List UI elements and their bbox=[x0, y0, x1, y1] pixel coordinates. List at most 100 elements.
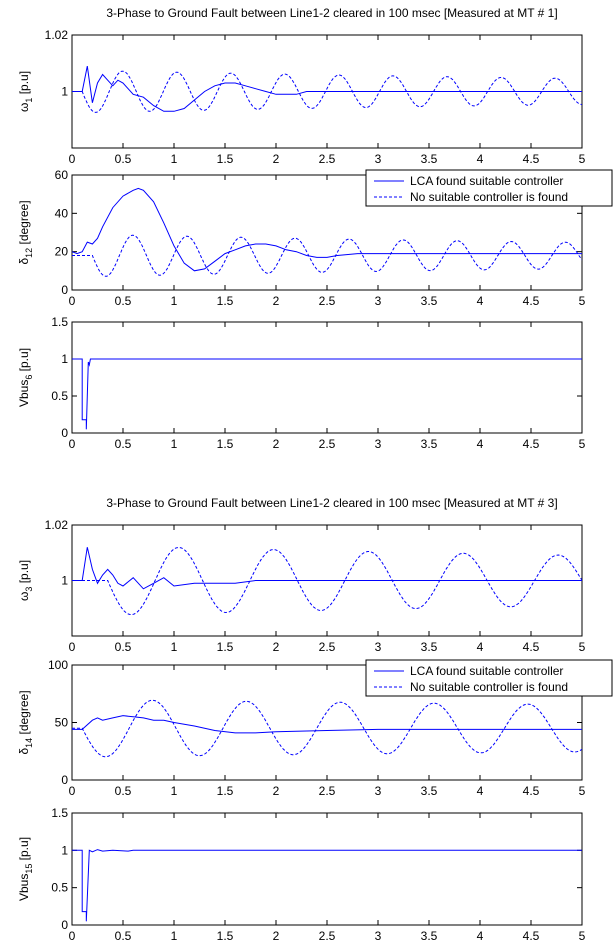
x-tick-label: 0.5 bbox=[115, 152, 132, 166]
x-tick-label: 4 bbox=[477, 640, 484, 654]
y-tick-label: 1 bbox=[61, 843, 68, 857]
x-tick-label: 2.5 bbox=[319, 152, 336, 166]
legend-label-solid: LCA found suitable controller bbox=[410, 664, 563, 678]
x-tick-label: 2.5 bbox=[319, 640, 336, 654]
y-tick-label: 50 bbox=[55, 716, 69, 730]
x-tick-label: 3.5 bbox=[421, 929, 438, 943]
x-tick-label: 0 bbox=[69, 640, 76, 654]
y-tick-label: 1 bbox=[61, 352, 68, 366]
y-tick-label: 1 bbox=[61, 574, 68, 588]
y-tick-label: 0.5 bbox=[51, 881, 68, 895]
x-tick-label: 2.5 bbox=[319, 929, 336, 943]
x-tick-label: 3 bbox=[375, 929, 382, 943]
x-tick-label: 4.5 bbox=[523, 640, 540, 654]
x-tick-label: 1 bbox=[171, 929, 178, 943]
x-tick-label: 2 bbox=[273, 929, 280, 943]
x-tick-label: 1 bbox=[171, 784, 178, 798]
x-tick-label: 1.5 bbox=[217, 294, 234, 308]
x-tick-label: 4 bbox=[477, 929, 484, 943]
chart-title: 3-Phase to Ground Fault between Line1-2 … bbox=[106, 6, 557, 20]
legend-label-dashed: No suitable controller is found bbox=[410, 190, 568, 204]
x-tick-label: 1 bbox=[171, 640, 178, 654]
x-tick-label: 3 bbox=[375, 152, 382, 166]
x-tick-label: 3.5 bbox=[421, 784, 438, 798]
y-tick-label: 0.5 bbox=[51, 389, 68, 403]
legend-box bbox=[365, 659, 613, 697]
x-tick-label: 2 bbox=[273, 784, 280, 798]
series-line-no-controller bbox=[72, 699, 582, 758]
y-tick-label: 0 bbox=[61, 426, 68, 440]
y-axis-label: Vbus15 [p.u] bbox=[17, 837, 34, 901]
x-tick-label: 1.5 bbox=[217, 437, 234, 451]
x-tick-label: 1 bbox=[171, 437, 178, 451]
x-tick-label: 2 bbox=[273, 152, 280, 166]
y-tick-label: 60 bbox=[55, 168, 69, 182]
legend-label-solid: LCA found suitable controller bbox=[410, 174, 563, 188]
x-tick-label: 4.5 bbox=[523, 294, 540, 308]
series-line-lca bbox=[72, 849, 582, 922]
series-line-lca bbox=[72, 358, 582, 430]
y-axis-label: ω3 [p.u] bbox=[17, 560, 34, 601]
x-tick-label: 1.5 bbox=[217, 640, 234, 654]
x-tick-label: 4 bbox=[477, 152, 484, 166]
x-tick-label: 2 bbox=[273, 640, 280, 654]
series-line-no-controller bbox=[72, 70, 582, 113]
x-tick-label: 0 bbox=[69, 437, 76, 451]
y-axis-label: δ12 [degree] bbox=[17, 200, 34, 264]
x-tick-label: 3.5 bbox=[421, 294, 438, 308]
x-tick-label: 0 bbox=[69, 294, 76, 308]
x-tick-label: 0.5 bbox=[115, 929, 132, 943]
x-tick-label: 5 bbox=[579, 640, 586, 654]
x-tick-label: 0 bbox=[69, 784, 76, 798]
x-tick-label: 1 bbox=[171, 294, 178, 308]
y-axis-label: Vbus6 [p.u] bbox=[17, 348, 34, 407]
x-tick-label: 3.5 bbox=[421, 152, 438, 166]
x-tick-label: 3 bbox=[375, 294, 382, 308]
x-tick-label: 1.5 bbox=[217, 784, 234, 798]
x-tick-label: 2.5 bbox=[319, 437, 336, 451]
x-tick-label: 0.5 bbox=[115, 294, 132, 308]
x-tick-label: 2 bbox=[273, 294, 280, 308]
x-tick-label: 4 bbox=[477, 437, 484, 451]
y-tick-label: 0 bbox=[61, 283, 68, 297]
x-tick-label: 1.5 bbox=[217, 929, 234, 943]
y-tick-label: 40 bbox=[55, 206, 69, 220]
x-tick-label: 3 bbox=[375, 784, 382, 798]
axes-frame bbox=[71, 321, 583, 434]
legend-box bbox=[365, 169, 613, 207]
series-line-no-controller bbox=[72, 547, 582, 616]
y-tick-label: 1.5 bbox=[51, 806, 68, 820]
x-tick-label: 2 bbox=[273, 437, 280, 451]
x-tick-label: 4 bbox=[477, 294, 484, 308]
x-tick-label: 1 bbox=[171, 152, 178, 166]
x-tick-label: 0.5 bbox=[115, 640, 132, 654]
x-tick-label: 2.5 bbox=[319, 784, 336, 798]
axes-frame bbox=[71, 812, 583, 926]
y-axis-label: δ14 [degree] bbox=[17, 690, 34, 754]
y-tick-label: 0 bbox=[61, 918, 68, 932]
x-tick-label: 4.5 bbox=[523, 437, 540, 451]
x-tick-label: 5 bbox=[579, 294, 586, 308]
x-tick-label: 5 bbox=[579, 929, 586, 943]
y-tick-label: 100 bbox=[48, 658, 68, 672]
x-tick-label: 3 bbox=[375, 640, 382, 654]
chart-title: 3-Phase to Ground Fault between Line1-2 … bbox=[106, 496, 557, 510]
y-tick-label: 20 bbox=[55, 245, 69, 259]
x-tick-label: 3 bbox=[375, 437, 382, 451]
y-tick-label: 1.5 bbox=[51, 315, 68, 329]
y-tick-label: 1 bbox=[61, 85, 68, 99]
x-tick-label: 0.5 bbox=[115, 784, 132, 798]
legend-label-dashed: No suitable controller is found bbox=[410, 680, 568, 694]
y-tick-label: 0 bbox=[61, 773, 68, 787]
series-line-lca bbox=[72, 547, 582, 590]
series-line-lca bbox=[72, 715, 582, 734]
y-axis-label: ω1 [p.u] bbox=[17, 71, 34, 112]
y-tick-label: 1.02 bbox=[45, 28, 69, 42]
x-tick-label: 5 bbox=[579, 152, 586, 166]
x-tick-label: 4.5 bbox=[523, 152, 540, 166]
x-tick-label: 2.5 bbox=[319, 294, 336, 308]
x-tick-label: 4.5 bbox=[523, 929, 540, 943]
series-line-lca bbox=[72, 187, 582, 272]
x-tick-label: 0.5 bbox=[115, 437, 132, 451]
